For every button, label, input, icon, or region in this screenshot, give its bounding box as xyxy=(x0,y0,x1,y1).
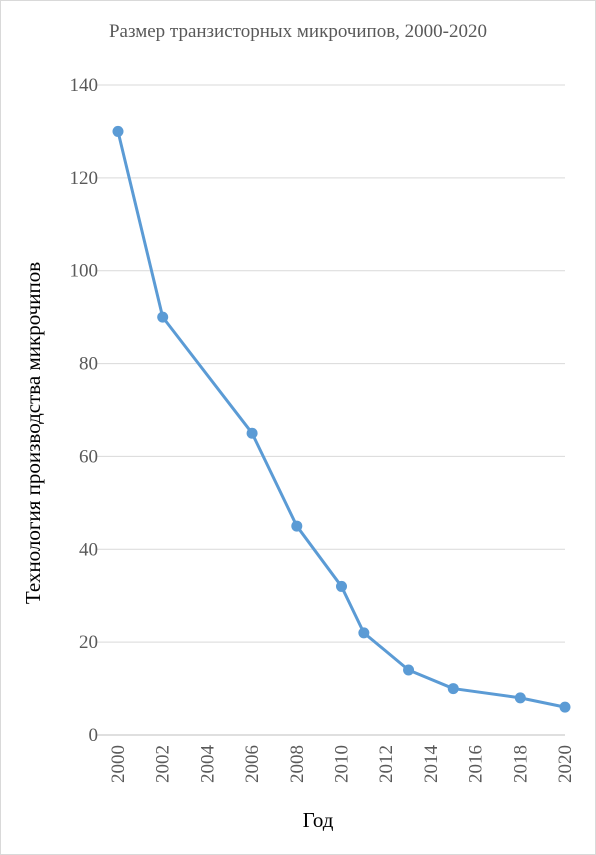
chart-title: Размер транзисторных микрочипов, 2000-20… xyxy=(109,21,487,42)
x-tick-label: 2016 xyxy=(466,745,487,783)
data-point xyxy=(112,125,124,137)
y-tick-label: 40 xyxy=(79,539,98,560)
y-tick-label: 140 xyxy=(70,75,99,96)
gridlines xyxy=(96,84,565,736)
data-point xyxy=(291,520,303,532)
data-point xyxy=(246,427,258,439)
y-tick-label: 80 xyxy=(79,354,98,375)
data-point xyxy=(336,580,347,592)
x-tick-label: 2004 xyxy=(197,745,218,784)
y-tick-label: 0 xyxy=(89,725,99,746)
data-point xyxy=(559,701,571,713)
y-tick-label: 60 xyxy=(79,446,98,467)
x-tick-label: 2010 xyxy=(332,745,353,783)
series-line xyxy=(116,129,567,709)
x-tick-label: 2014 xyxy=(421,745,442,784)
x-tick-label: 2020 xyxy=(555,745,576,783)
x-tick-label: 2012 xyxy=(376,745,397,783)
x-axis-label: Год xyxy=(303,808,334,832)
x-tick-label: 2018 xyxy=(510,745,531,783)
data-point xyxy=(403,664,415,676)
series-layer xyxy=(112,125,571,713)
y-axis-label: Технология производства микрочипов xyxy=(21,262,45,604)
x-tick-label: 2006 xyxy=(242,745,263,783)
x-axis-ticks: 2000 2002 2004 2006 2008 2010 2012 2014 2016 2018… xyxy=(108,745,576,784)
data-point xyxy=(514,692,526,704)
x-tick-label: 2008 xyxy=(287,745,308,783)
x-tick-label: 2000 xyxy=(108,745,129,783)
data-point xyxy=(157,311,169,323)
x-tick-label: 2002 xyxy=(153,745,174,783)
data-point xyxy=(358,627,370,639)
data-point xyxy=(447,683,459,695)
y-tick-label: 100 xyxy=(70,261,99,282)
y-axis-ticks: 0 20 40 60 80 100 120 140 xyxy=(70,75,99,746)
y-tick-label: 120 xyxy=(70,168,99,189)
y-tick-label: 20 xyxy=(79,632,98,653)
